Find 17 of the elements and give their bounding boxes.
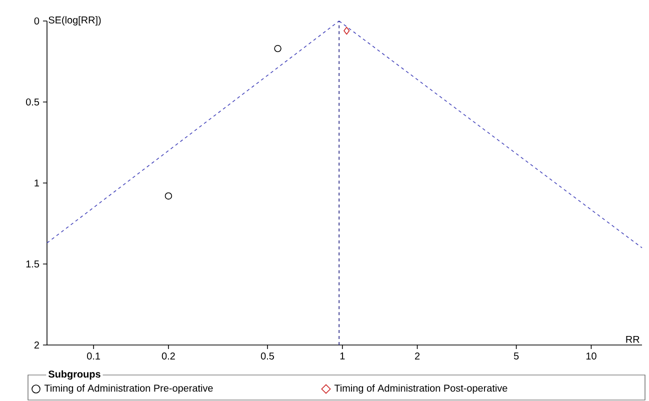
y-tick-label: 1 — [34, 180, 39, 186]
x-axis-title: RR — [626, 336, 640, 343]
x-tick-label: 5 — [514, 352, 519, 360]
y-tick-label: 2 — [34, 342, 39, 348]
y-tick-label: 0 — [34, 17, 40, 25]
y-axis-title: SE(log[RR]) — [48, 16, 101, 26]
x-tick-label: 0.2 — [162, 352, 175, 360]
x-tick-label: 2 — [415, 352, 420, 360]
legend-label: Timing of Administration Post-operative — [334, 384, 508, 394]
y-tick-label: 1.5 — [26, 260, 40, 268]
x-tick-label: 1 — [340, 352, 345, 360]
x-tick-label: 0.5 — [260, 352, 274, 360]
legend-label: Timing of Administration Pre-operative — [44, 384, 213, 394]
x-tick-label: 10 — [586, 352, 596, 360]
x-tick-label: 0.1 — [87, 352, 100, 360]
y-tick-label: 0.5 — [26, 98, 40, 106]
legend-title: Subgroups — [48, 370, 100, 380]
